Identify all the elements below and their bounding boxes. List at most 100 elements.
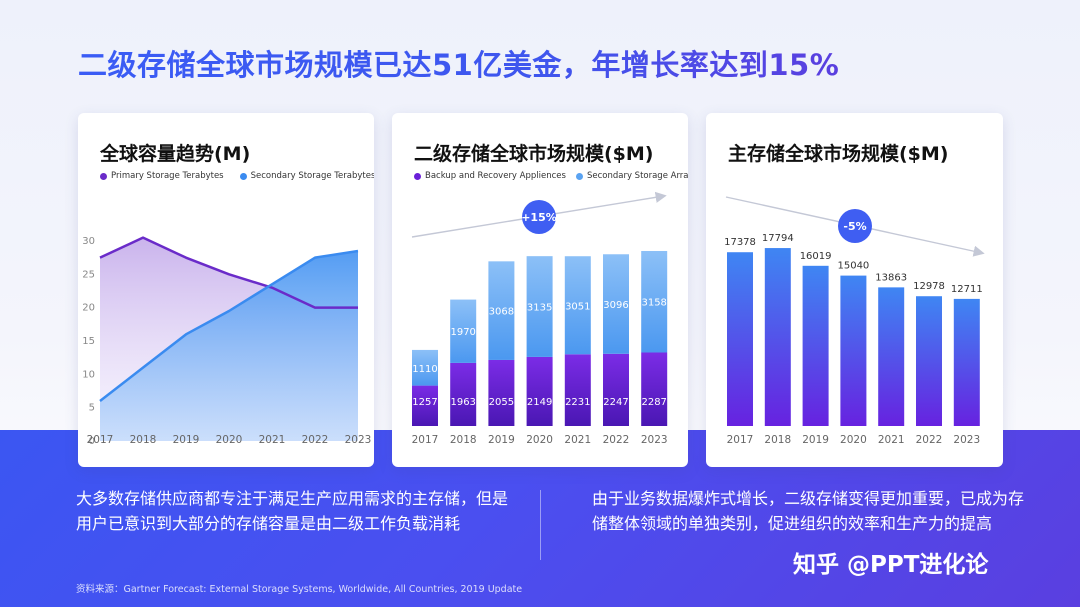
x-tick-label: 2023 <box>953 434 980 446</box>
bar-value-label: 1963 <box>450 397 475 408</box>
bar-backup <box>641 352 668 426</box>
legend-dot-icon <box>414 172 421 180</box>
bar-value-label: 16019 <box>800 251 832 262</box>
bar-secondary-array <box>603 254 629 354</box>
bar-value-label: 3135 <box>527 303 552 314</box>
x-tick-label: 2023 <box>641 434 668 446</box>
legend-label: Primary Storage Terabytes <box>111 171 224 181</box>
x-tick-label: 2018 <box>450 434 477 446</box>
bar-primary <box>916 296 942 426</box>
x-tick-label: 2019 <box>802 434 829 446</box>
bar-value-label: 2287 <box>641 397 666 408</box>
chart-title: 全球容量趋势(M) <box>100 143 251 165</box>
legend-dot-icon <box>100 172 107 180</box>
legend-item: Primary Storage Terabytes <box>100 171 224 181</box>
bar-value-label: 2231 <box>565 397 590 408</box>
legend-label: Secondary Storage Arrays <box>586 171 688 181</box>
source-note: 资料来源：Gartner Forecast: External Storage … <box>76 584 523 595</box>
bar-primary <box>953 298 980 426</box>
legend-label: Backup and Recovery Appliences <box>425 171 566 181</box>
x-tick-label: 2020 <box>216 434 243 446</box>
y-tick-label: 0 <box>89 436 95 447</box>
page-title: 二级存储全球市场规模已达51亿美金，年增长率达到15% <box>78 42 839 84</box>
card-secondary-market: 二级存储全球市场规模($M) Backup and Recovery Appli… <box>392 113 688 467</box>
bar-backup <box>488 359 515 426</box>
bar-backup <box>526 356 553 426</box>
bar-value-label: 3051 <box>565 301 590 312</box>
x-tick-label: 2019 <box>173 434 200 446</box>
bar-value-label: 1110 <box>412 364 437 375</box>
bar-value-label: 2149 <box>527 397 552 408</box>
x-tick-label: 2022 <box>916 434 943 446</box>
legend-item: Secondary Storage Terabytes <box>239 171 374 181</box>
y-tick-label: 10 <box>82 369 95 380</box>
x-tick-label: 2017 <box>727 434 754 446</box>
bar-primary <box>878 287 905 426</box>
bar-value-label: 12711 <box>951 284 983 295</box>
y-tick-label: 25 <box>82 269 95 280</box>
bar-backup <box>412 385 438 426</box>
bar-value-label: 12978 <box>913 281 945 292</box>
x-tick-label: 2020 <box>840 434 867 446</box>
bar-backup <box>564 354 591 426</box>
bar-value-label: 1257 <box>412 397 437 408</box>
bar-value-label: 3096 <box>603 300 628 311</box>
bar-secondary-array <box>488 261 515 360</box>
legend-item: Secondary Storage Arrays <box>575 171 688 181</box>
card-capacity-trend: 全球容量趋势(M) Primary Storage Terabytes Seco… <box>78 113 374 467</box>
growth-badge-label: +15% <box>521 211 557 224</box>
bar-primary <box>840 275 867 426</box>
bar-value-label: 15040 <box>837 261 869 272</box>
bar-primary <box>764 248 791 426</box>
bar-backup <box>603 353 629 426</box>
chart-legend: Primary Storage Terabytes Secondary Stor… <box>100 171 374 181</box>
bar-secondary-array <box>412 349 438 386</box>
x-tick-label: 2022 <box>302 434 329 446</box>
x-tick-label: 2020 <box>526 434 553 446</box>
growth-badge <box>522 200 556 234</box>
x-tick-label: 2018 <box>764 434 791 446</box>
x-tick-label: 2018 <box>130 434 157 446</box>
legend-label: Secondary Storage Terabytes <box>250 171 374 181</box>
bar-chart: 17378 2017 17794 2018 16019 2019 15040 2020 1386… <box>724 196 985 446</box>
y-tick-label: 5 <box>89 403 95 414</box>
bar-secondary-array <box>526 256 553 357</box>
x-tick-label: 2021 <box>878 434 905 446</box>
bar-value-label: 13863 <box>875 272 907 283</box>
legend-item: Backup and Recovery Appliences <box>414 171 566 181</box>
chart-title: 主存储全球市场规模($M) <box>728 143 949 165</box>
text-divider <box>540 490 541 560</box>
stacked-bar-chart: 1257 1110 2017 1963 1970 2018 2055 3068 2019 2149… <box>412 191 668 446</box>
bar-primary <box>727 252 753 426</box>
bar-value-label: 3158 <box>641 298 666 309</box>
y-tick-label: 15 <box>82 336 95 347</box>
series-line <box>99 236 358 309</box>
decline-badge-label: -5% <box>843 220 866 233</box>
x-tick-label: 2022 <box>603 434 630 446</box>
bar-value-label: 2247 <box>603 397 628 408</box>
bar-secondary-array <box>564 256 591 355</box>
bar-value-label: 2055 <box>489 397 514 408</box>
watermark: 知乎 @PPT进化论 <box>793 552 989 578</box>
bar-secondary-array <box>641 250 668 353</box>
legend-dot-icon <box>575 172 583 180</box>
right-description: 由于业务数据爆炸式增长，二级存储变得更加重要，已成为存储整体领域的单独类别，促进… <box>592 489 1025 533</box>
x-tick-label: 2017 <box>412 434 439 446</box>
bar-primary <box>802 265 829 426</box>
bar-value-label: 17378 <box>724 237 756 248</box>
x-tick-label: 2023 <box>345 434 372 446</box>
legend-dot-icon <box>239 172 247 180</box>
bar-value-label: 3068 <box>489 307 514 318</box>
bar-value-label: 1970 <box>450 327 475 338</box>
x-tick-label: 2021 <box>564 434 591 446</box>
area-chart: 0 5 10 15 20 25 30 2017 2018 2019 2020 2021 2022 2023 <box>82 236 372 447</box>
bar-secondary-array <box>450 299 477 363</box>
bar-value-label: 17794 <box>762 233 794 244</box>
x-tick-label: 2021 <box>259 434 286 446</box>
card-primary-market: 主存储全球市场规模($M) 17378 2017 17794 2018 16019 201… <box>706 113 1003 467</box>
decline-badge <box>838 209 872 243</box>
y-tick-label: 30 <box>82 236 95 247</box>
chart-title: 二级存储全球市场规模($M) <box>414 143 654 165</box>
x-tick-label: 2019 <box>488 434 515 446</box>
x-tick-label: 2017 <box>87 434 114 446</box>
